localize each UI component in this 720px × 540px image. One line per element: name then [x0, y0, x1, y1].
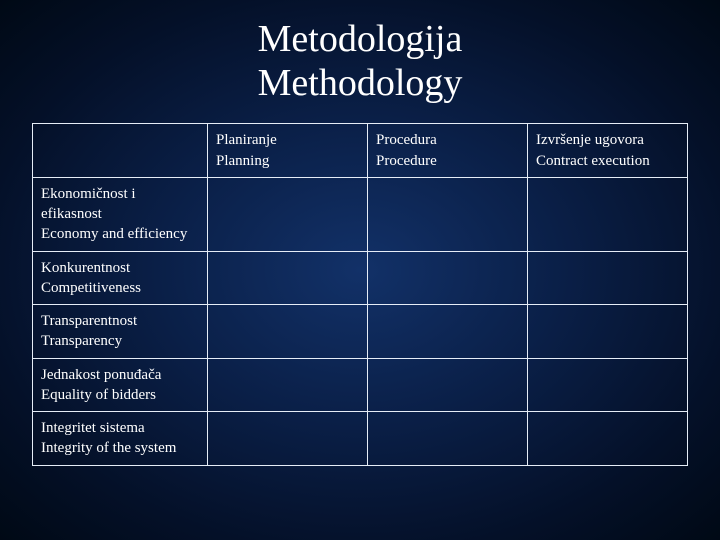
row-header-equality: Jednakost ponuđača Equality of bidders	[33, 358, 208, 412]
methodology-table-wrap: Planiranje Planning Procedura Procedure …	[0, 123, 720, 465]
cell-empty	[528, 305, 688, 359]
table-row: Transparentnost Transparency	[33, 305, 688, 359]
row-header-native: Transparentnost	[41, 311, 199, 331]
row-header-native: Jednakost ponuđača	[41, 365, 199, 385]
table-row: Ekonomičnost i efikasnost Economy and ef…	[33, 177, 688, 251]
cell-empty	[368, 251, 528, 305]
row-header-native: Konkurentnost	[41, 258, 199, 278]
col-header-english: Procedure	[376, 151, 519, 171]
cell-empty	[528, 177, 688, 251]
table-row: Konkurentnost Competitiveness	[33, 251, 688, 305]
title-line-english: Methodology	[0, 62, 720, 106]
row-header-transparency: Transparentnost Transparency	[33, 305, 208, 359]
cell-empty	[208, 251, 368, 305]
row-header-integrity: Integritet sistema Integrity of the syst…	[33, 412, 208, 466]
col-header-english: Contract execution	[536, 151, 679, 171]
cell-empty	[528, 251, 688, 305]
row-header-native: Ekonomičnost i efikasnost	[41, 184, 199, 225]
cell-empty	[368, 412, 528, 466]
row-header-native: Integritet sistema	[41, 418, 199, 438]
row-header-english: Equality of bidders	[41, 385, 199, 405]
table-row: Jednakost ponuđača Equality of bidders	[33, 358, 688, 412]
col-header-english: Planning	[216, 151, 359, 171]
col-header-native: Procedura	[376, 130, 519, 150]
cell-empty	[368, 305, 528, 359]
col-header-planning: Planiranje Planning	[208, 124, 368, 178]
row-header-english: Economy and efficiency	[41, 224, 199, 244]
row-header-english: Integrity of the system	[41, 438, 199, 458]
col-header-contract-execution: Izvršenje ugovora Contract execution	[528, 124, 688, 178]
row-header-economy: Ekonomičnost i efikasnost Economy and ef…	[33, 177, 208, 251]
row-header-english: Transparency	[41, 331, 199, 351]
title-line-native: Metodologija	[0, 18, 720, 62]
table-corner-cell	[33, 124, 208, 178]
cell-empty	[528, 358, 688, 412]
cell-empty	[368, 177, 528, 251]
row-header-english: Competitiveness	[41, 278, 199, 298]
cell-empty	[208, 177, 368, 251]
cell-empty	[208, 305, 368, 359]
col-header-procedure: Procedura Procedure	[368, 124, 528, 178]
table-row: Integritet sistema Integrity of the syst…	[33, 412, 688, 466]
title-block: Metodologija Methodology	[0, 0, 720, 123]
row-header-competitiveness: Konkurentnost Competitiveness	[33, 251, 208, 305]
col-header-native: Planiranje	[216, 130, 359, 150]
methodology-table: Planiranje Planning Procedura Procedure …	[32, 123, 688, 465]
col-header-native: Izvršenje ugovora	[536, 130, 679, 150]
cell-empty	[528, 412, 688, 466]
page-title: Metodologija Methodology	[0, 18, 720, 105]
cell-empty	[208, 412, 368, 466]
cell-empty	[208, 358, 368, 412]
table-header-row: Planiranje Planning Procedura Procedure …	[33, 124, 688, 178]
cell-empty	[368, 358, 528, 412]
